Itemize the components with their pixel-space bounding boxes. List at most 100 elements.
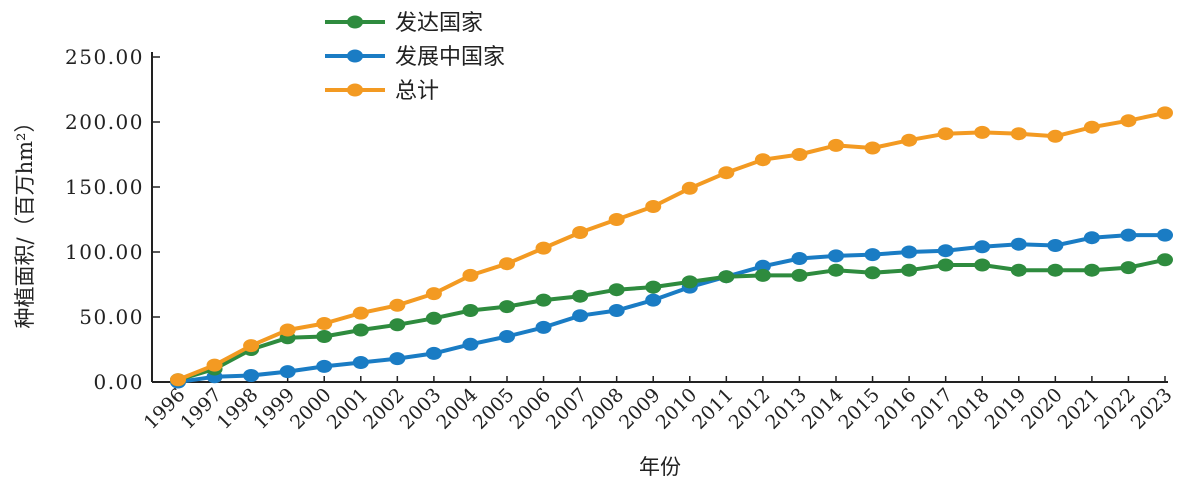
data-point xyxy=(754,153,771,167)
y-tick-label: 100.00 xyxy=(65,240,144,264)
series-1 xyxy=(170,228,1173,389)
data-point xyxy=(718,270,735,284)
data-point xyxy=(1010,127,1027,141)
x-tick-label: 2017 xyxy=(907,384,957,434)
data-point xyxy=(279,323,296,337)
data-point xyxy=(864,266,881,280)
y-tick-label: 200.00 xyxy=(65,110,144,134)
x-tick-label: 1996 xyxy=(140,384,190,434)
data-point xyxy=(1047,239,1064,252)
legend-marker xyxy=(347,15,363,29)
data-point xyxy=(243,339,260,353)
legend-marker xyxy=(347,49,363,63)
x-tick-label: 2003 xyxy=(396,384,446,434)
data-point xyxy=(864,248,881,262)
data-point xyxy=(279,365,296,379)
x-tick-label: 2006 xyxy=(505,384,555,434)
data-point xyxy=(170,373,186,387)
data-point xyxy=(681,181,698,195)
data-point xyxy=(937,258,954,272)
data-point xyxy=(974,240,991,254)
data-point xyxy=(1047,263,1064,277)
data-point xyxy=(681,275,698,289)
data-point xyxy=(535,320,552,334)
legend-marker xyxy=(347,83,363,97)
data-point xyxy=(974,258,991,272)
data-point xyxy=(901,133,918,147)
data-point xyxy=(608,213,625,226)
data-point xyxy=(352,306,369,320)
data-point xyxy=(535,241,552,255)
x-tick-label: 2012 xyxy=(725,384,775,434)
x-tick-label: 2015 xyxy=(834,384,884,434)
x-tick-label: 2020 xyxy=(1017,384,1067,434)
data-point xyxy=(1083,263,1100,277)
data-point xyxy=(1157,106,1173,120)
data-point xyxy=(243,369,260,382)
x-tick-label: 2011 xyxy=(688,384,738,434)
x-tick-label: 2016 xyxy=(871,384,921,434)
data-point xyxy=(828,263,844,277)
data-point xyxy=(425,311,442,325)
x-tick-label: 2007 xyxy=(542,384,592,434)
data-point xyxy=(1010,237,1027,251)
data-point xyxy=(352,356,369,369)
data-point xyxy=(718,166,735,180)
data-point xyxy=(828,249,844,263)
x-tick-label: 2005 xyxy=(469,384,519,434)
x-tick-label: 2022 xyxy=(1090,384,1140,434)
data-point xyxy=(1120,261,1137,275)
x-tick-label: 1998 xyxy=(213,384,263,434)
legend-label: 发达国家 xyxy=(395,11,483,36)
x-tick-label: 2010 xyxy=(652,384,702,434)
x-tick-label: 2019 xyxy=(981,384,1031,434)
series-line xyxy=(177,257,1166,382)
series-line xyxy=(177,233,1165,384)
data-point xyxy=(937,244,954,258)
data-point xyxy=(1157,253,1173,267)
data-point xyxy=(791,148,808,161)
data-point xyxy=(901,245,918,259)
data-point xyxy=(499,257,515,271)
data-point xyxy=(608,283,625,297)
data-point xyxy=(462,268,479,282)
data-point xyxy=(1083,231,1100,245)
legend-label: 总计 xyxy=(395,79,439,104)
data-point xyxy=(937,127,954,141)
y-tick-label: 0.00 xyxy=(93,370,144,394)
x-tick-label: 2008 xyxy=(578,384,628,434)
data-point xyxy=(791,252,808,265)
data-point xyxy=(499,330,515,343)
data-point xyxy=(974,125,991,139)
x-tick-label: 2023 xyxy=(1127,384,1177,434)
y-axis-title: 种植面积/（百万hm²） xyxy=(13,112,37,329)
data-point xyxy=(1083,120,1100,134)
data-point xyxy=(754,268,771,282)
data-point xyxy=(645,280,662,294)
data-point xyxy=(535,293,552,307)
data-point xyxy=(499,300,515,314)
data-point xyxy=(1120,228,1137,242)
legend-label: 发展中国家 xyxy=(395,45,505,70)
data-point xyxy=(901,263,918,277)
x-tick-label: 2000 xyxy=(286,384,336,434)
x-axis-title: 年份 xyxy=(639,455,681,479)
x-tick-label: 2014 xyxy=(798,384,848,434)
x-tick-label: 1999 xyxy=(249,384,299,434)
data-point xyxy=(1120,114,1137,128)
data-point xyxy=(608,304,625,317)
data-point xyxy=(206,358,223,372)
x-tick-label: 2018 xyxy=(944,384,994,434)
y-tick-label: 150.00 xyxy=(65,175,144,199)
series-line xyxy=(177,110,1166,382)
series-2 xyxy=(170,106,1173,387)
data-point xyxy=(462,337,479,351)
data-point xyxy=(316,359,333,373)
data-point xyxy=(645,293,662,307)
data-point xyxy=(645,200,662,213)
x-tick-label: 2021 xyxy=(1054,384,1104,434)
data-point xyxy=(791,268,808,282)
data-point xyxy=(352,323,369,337)
data-point xyxy=(389,298,406,312)
